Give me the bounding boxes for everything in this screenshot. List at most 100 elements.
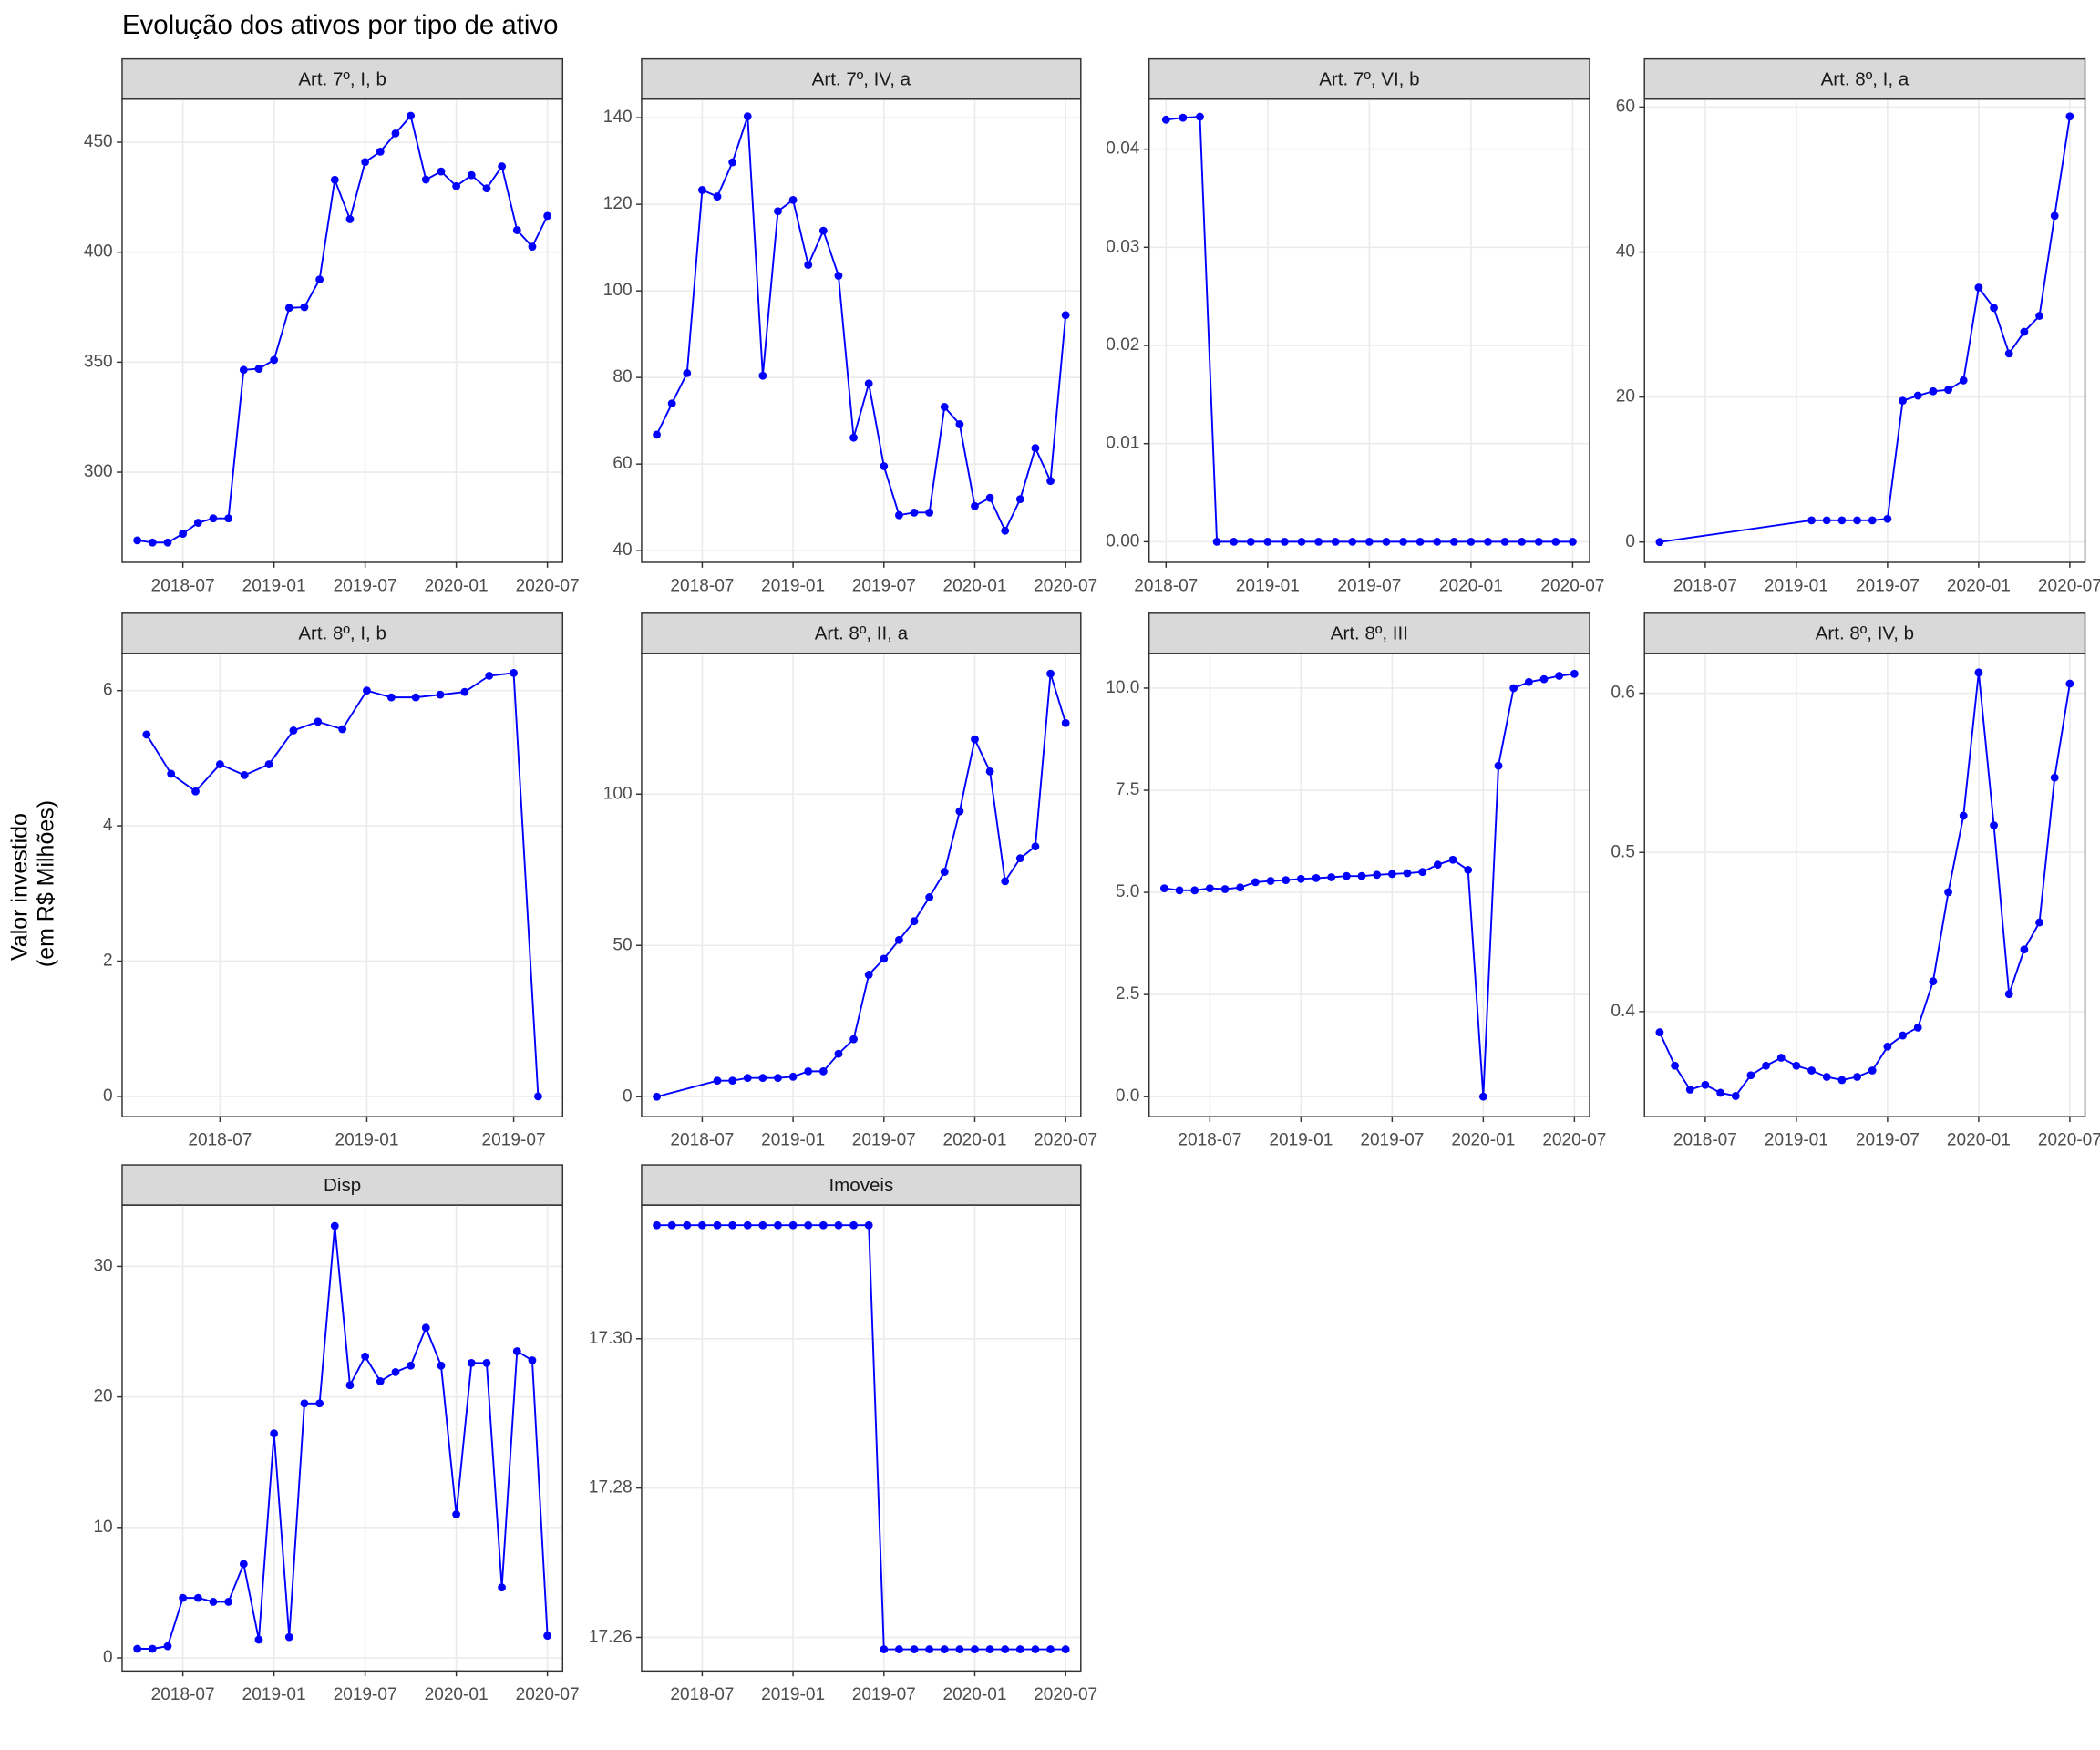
data-point [1807, 1066, 1816, 1075]
data-point [1348, 537, 1357, 546]
data-point [880, 1645, 889, 1653]
data-point [955, 1645, 964, 1653]
data-point [1314, 537, 1323, 546]
x-tick-label: 2019-01 [1765, 1131, 1828, 1150]
data-point [1373, 870, 1382, 880]
data-point [239, 365, 248, 375]
data-point [1899, 396, 1907, 406]
data-point [955, 420, 964, 428]
data-point [467, 1358, 476, 1367]
data-point [209, 514, 218, 523]
data-point [1731, 1092, 1740, 1100]
data-point [191, 787, 200, 796]
data-point [698, 1220, 706, 1230]
data-point [1929, 977, 1938, 986]
data-point [512, 226, 521, 234]
data-point [1494, 761, 1503, 770]
data-point [498, 162, 507, 170]
y-tick-label: 40 [612, 540, 632, 560]
data-point [2050, 773, 2059, 782]
data-point [460, 687, 469, 696]
strip-label: Art. 8º, IV, b [1816, 623, 1914, 644]
data-point [834, 1220, 843, 1230]
panel-border [1643, 98, 2086, 563]
data-point [2004, 990, 2013, 999]
x-tick-label: 2020-01 [942, 1685, 1006, 1704]
x-tick-label: 2019-07 [482, 1131, 546, 1150]
data-point [2035, 312, 2043, 320]
data-point [940, 403, 949, 411]
y-tick-label: 0.5 [1611, 842, 1635, 861]
y-tick-label: 450 [84, 132, 113, 151]
panel-background [641, 98, 1081, 562]
data-point [1331, 537, 1340, 546]
data-point [1974, 283, 1983, 292]
x-tick-label: 2019-01 [761, 1685, 825, 1704]
y-tick-label: 2 [103, 952, 113, 971]
panel-border [641, 1204, 1082, 1673]
data-point [421, 1323, 430, 1333]
data-point [1001, 877, 1010, 886]
data-point [788, 195, 798, 204]
data-point [728, 158, 737, 167]
data-point [510, 668, 518, 677]
data-point [376, 147, 385, 156]
y-tick-label: 100 [603, 281, 633, 300]
data-point [1046, 1645, 1055, 1653]
data-point [1701, 1080, 1710, 1089]
data-point [955, 807, 964, 816]
panel-background [121, 98, 563, 562]
data-point [437, 167, 446, 176]
y-axis-label-line: Valor investido [6, 813, 32, 961]
y-tick-label: 0 [1625, 532, 1635, 551]
y-tick-label: 30 [93, 1256, 112, 1275]
data-point [698, 186, 706, 194]
x-tick-label: 2019-01 [242, 1685, 306, 1704]
data-point [1853, 516, 1861, 525]
y-tick-label: 300 [84, 462, 113, 481]
data-point [345, 215, 355, 223]
data-point [910, 917, 919, 926]
data-point [163, 538, 172, 547]
data-point [1015, 854, 1024, 863]
panel-border [121, 98, 564, 563]
strip-background [1148, 612, 1590, 654]
data-point [1792, 1061, 1801, 1070]
data-point [133, 536, 142, 545]
data-point [1762, 1061, 1770, 1070]
data-point [142, 730, 151, 739]
data-point [209, 1598, 218, 1606]
x-tick-label: 2018-07 [670, 576, 734, 595]
data-point [1263, 537, 1272, 546]
panel-border [1643, 653, 2086, 1117]
data-point [512, 1347, 521, 1355]
x-tick-label: 2018-07 [188, 1131, 252, 1150]
x-tick-label: 2020-01 [942, 1131, 1006, 1150]
data-point [1297, 537, 1306, 546]
data-point [864, 379, 873, 388]
y-tick-label: 10.0 [1106, 678, 1139, 697]
data-point [179, 1593, 188, 1602]
panel-background [641, 1205, 1081, 1672]
data-point [452, 1510, 461, 1518]
data-point [467, 170, 476, 180]
data-point [315, 275, 324, 284]
series-line [655, 116, 1067, 533]
x-tick-label: 2019-01 [1269, 1131, 1333, 1150]
data-point [667, 1220, 676, 1230]
facet-panel: Art. 7º, I, b 300 350 400 450 2018-07 2019-01 2… [84, 57, 580, 595]
strip-label: Art. 8º, I, b [298, 623, 386, 644]
data-point [653, 1220, 661, 1230]
data-point [713, 192, 722, 201]
data-point [1671, 1061, 1679, 1070]
data-point [1838, 516, 1847, 525]
data-point [849, 433, 858, 442]
data-point [1883, 514, 1892, 523]
data-point [683, 368, 692, 377]
data-point [452, 181, 461, 190]
data-point [1822, 1073, 1831, 1081]
data-point [743, 1220, 752, 1230]
strip-label: Art. 7º, VI, b [1319, 69, 1419, 90]
x-tick-label: 2019-07 [852, 576, 916, 595]
